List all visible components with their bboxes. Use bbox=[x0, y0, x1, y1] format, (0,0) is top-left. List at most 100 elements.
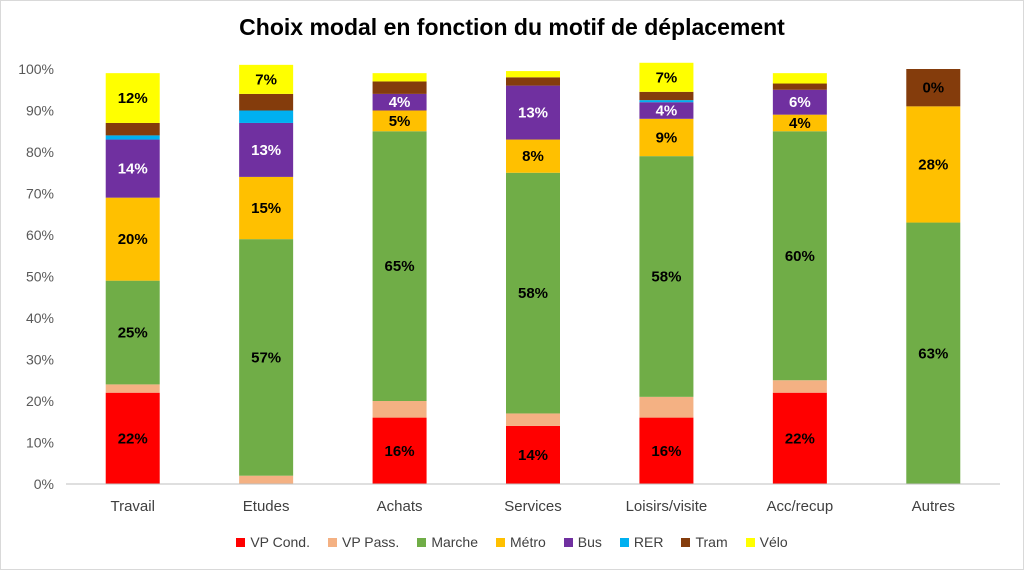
data-label: 25% bbox=[118, 325, 148, 342]
bar-segment bbox=[372, 110, 427, 132]
bar-segment bbox=[772, 380, 827, 393]
legend-swatch bbox=[745, 537, 755, 547]
bar-segment bbox=[239, 475, 294, 484]
data-label: 9% bbox=[656, 129, 678, 146]
chart-plot: 0% 10% 20% 30% 40% 50% 60% 70% 80% 90% 100% 22% 25% 2… bbox=[18, 61, 1000, 515]
bar-segment bbox=[372, 417, 427, 484]
bar-segment bbox=[506, 71, 560, 78]
bar-segment bbox=[239, 122, 294, 177]
data-label: 6% bbox=[789, 94, 811, 111]
bar-segment bbox=[506, 85, 560, 140]
bar-segment bbox=[639, 91, 694, 101]
bar-segment bbox=[639, 156, 694, 397]
legend-label: Tram bbox=[695, 534, 728, 550]
legend-swatch bbox=[327, 537, 337, 547]
legend-label: VP Cond. bbox=[250, 534, 310, 550]
bar-segment bbox=[639, 396, 694, 418]
legend-item: Métro bbox=[496, 534, 546, 550]
data-label: 22% bbox=[785, 430, 815, 447]
bar-segment bbox=[772, 114, 827, 132]
legend-item: RER bbox=[619, 534, 663, 550]
bar-segment bbox=[105, 122, 160, 136]
y-tick-label: 80% bbox=[26, 144, 54, 160]
legend-item: VP Cond. bbox=[236, 534, 310, 550]
bar-segment bbox=[105, 384, 160, 393]
data-label: 4% bbox=[789, 115, 811, 132]
data-label: 16% bbox=[385, 443, 415, 460]
data-label: 13% bbox=[251, 142, 281, 159]
x-tick-label: Achats bbox=[377, 498, 423, 515]
x-tick-label: Acc/recup bbox=[767, 498, 834, 515]
y-tick-label: 40% bbox=[26, 310, 54, 326]
legend-label: Bus bbox=[577, 534, 602, 550]
bar-segment bbox=[772, 83, 827, 90]
data-label: 16% bbox=[651, 443, 681, 460]
data-label: 57% bbox=[251, 349, 281, 366]
bar-segment bbox=[506, 77, 560, 86]
bar-segment bbox=[906, 106, 961, 223]
x-tick-label: Etudes bbox=[243, 498, 290, 515]
chart-title: Choix modal en fonction du motif de dépl… bbox=[239, 14, 785, 40]
bar-segment bbox=[639, 102, 694, 119]
legend-swatch bbox=[563, 537, 573, 547]
bar-segment bbox=[506, 425, 560, 484]
y-tick-label: 90% bbox=[26, 103, 54, 119]
bar-segment bbox=[372, 93, 427, 111]
legend-item: Marche bbox=[417, 534, 478, 550]
legend-label: Métro bbox=[510, 534, 546, 550]
x-tick-label: Travail bbox=[110, 498, 154, 515]
legend-swatch bbox=[681, 537, 691, 547]
data-label: 22% bbox=[118, 430, 148, 447]
bar-segment bbox=[105, 139, 160, 198]
bar-segment bbox=[639, 118, 694, 157]
bar-segment bbox=[239, 110, 294, 123]
bar-segment bbox=[772, 131, 827, 381]
y-tick-label: 0% bbox=[34, 476, 54, 492]
x-tick-label: Services bbox=[504, 498, 562, 515]
bar-segment bbox=[105, 73, 160, 123]
bar-segment bbox=[506, 413, 560, 426]
legend-swatch bbox=[496, 537, 505, 547]
bar-segment bbox=[906, 69, 961, 107]
data-label: 28% bbox=[918, 156, 948, 173]
data-label: 4% bbox=[656, 103, 678, 120]
legend-swatch bbox=[236, 537, 246, 547]
bar-segment bbox=[105, 392, 160, 484]
x-tick-label: Loisirs/visite bbox=[626, 498, 708, 515]
data-label: 58% bbox=[518, 285, 548, 302]
y-tick-label: 30% bbox=[26, 352, 54, 368]
data-label: 60% bbox=[785, 248, 815, 265]
bar-segment bbox=[372, 73, 427, 82]
legend-label: Vélo bbox=[759, 534, 788, 550]
data-label: 65% bbox=[385, 258, 415, 275]
bar-segment bbox=[772, 89, 827, 115]
data-label: 7% bbox=[255, 71, 277, 88]
legend-item: VP Pass. bbox=[327, 534, 399, 550]
bar-segment bbox=[372, 401, 427, 418]
bar-segment bbox=[639, 100, 694, 103]
bar-segment bbox=[772, 73, 827, 84]
bar-segment bbox=[772, 392, 827, 484]
bar-segment bbox=[372, 131, 427, 401]
y-tick-label: 70% bbox=[26, 186, 54, 202]
legend-item: Tram bbox=[681, 534, 728, 550]
chart-legend: VP Cond. VP Pass. Marche Métro Bus RER Tram Vél… bbox=[0, 534, 1024, 550]
bar-segment bbox=[239, 93, 294, 111]
data-label: 8% bbox=[522, 148, 544, 165]
bar-segment bbox=[105, 280, 160, 385]
y-tick-label: 20% bbox=[26, 393, 54, 409]
bar-segment bbox=[639, 62, 694, 92]
data-label: 58% bbox=[651, 269, 681, 286]
y-tick-label: 50% bbox=[26, 269, 54, 285]
bar-segment bbox=[239, 64, 294, 94]
data-label: 14% bbox=[118, 161, 148, 178]
legend-swatch bbox=[417, 537, 427, 547]
data-label: 4% bbox=[389, 94, 411, 111]
y-tick-label: 100% bbox=[18, 61, 54, 77]
x-tick-label: Autres bbox=[912, 498, 955, 515]
y-tick-label: 10% bbox=[26, 435, 54, 451]
bar-segment bbox=[372, 81, 427, 94]
bar-segment bbox=[506, 172, 560, 414]
bar-segment bbox=[105, 135, 160, 140]
legend-label: Marche bbox=[431, 534, 478, 550]
